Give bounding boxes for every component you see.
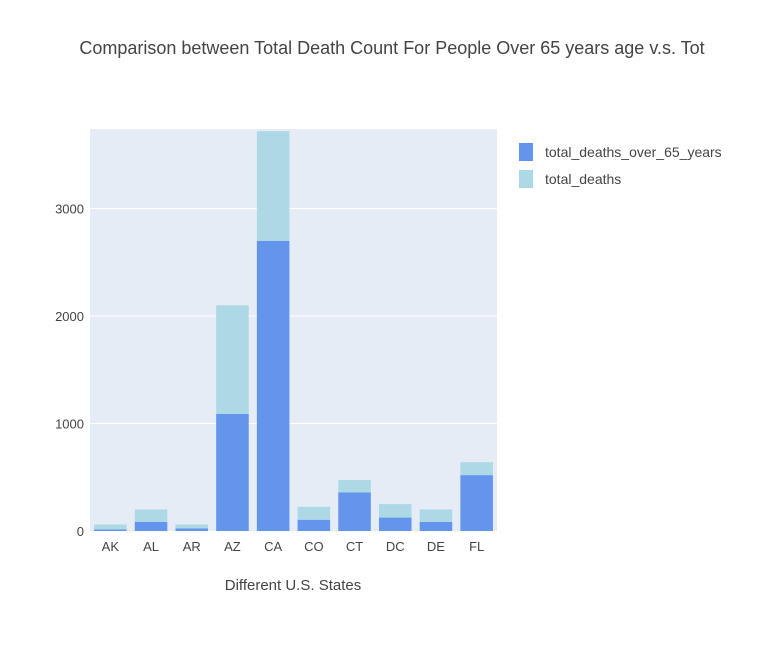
x-tick-label: AK [102,539,120,554]
bar-total_deaths-AZ[interactable] [216,305,249,414]
bar-total_deaths_over_65_years-FL[interactable] [460,475,493,531]
bar-total_deaths_over_65_years-AZ[interactable] [216,413,249,531]
bar-total_deaths-DC[interactable] [378,504,412,518]
bar-total_deaths_over_65_years-AR[interactable] [175,528,209,531]
bar-total_deaths-AK[interactable] [94,524,127,530]
legend-label[interactable]: total_deaths_over_65_years [545,144,722,160]
chart-title: Comparison between Total Death Count For… [79,38,704,58]
x-tick-label: AL [143,539,159,554]
bar-total_deaths-CA[interactable] [256,131,290,241]
x-axis-title: Different U.S. States [225,577,361,594]
legend-swatch[interactable] [519,143,533,161]
y-tick-label: 3000 [55,202,84,217]
bar-total_deaths-AR[interactable] [175,524,209,529]
y-tick-label: 1000 [55,417,84,432]
x-tick-label: CT [346,539,363,554]
legend-swatch[interactable] [519,170,533,188]
bar-total_deaths-CO[interactable] [297,506,331,520]
x-tick-label: FL [469,539,484,554]
bar-total_deaths_over_65_years-CA[interactable] [256,240,290,531]
x-tick-label: DE [427,539,445,554]
legend[interactable]: total_deaths_over_65_years total_deaths [519,143,722,188]
bar-total_deaths_over_65_years-CO[interactable] [297,519,331,531]
y-tick-label: 0 [77,524,84,539]
x-tick-label: AR [183,539,201,554]
bar-total_deaths_over_65_years-DC[interactable] [378,517,412,531]
y-tick-label: 2000 [55,309,84,324]
bar-total_deaths-CT[interactable] [338,479,371,493]
y-axis-ticks: 0 1000 2000 3000 [55,202,84,539]
gridlines [90,208,497,425]
bar-total_deaths-DE[interactable] [419,509,453,522]
bar-total_deaths_over_65_years-AK[interactable] [94,529,127,531]
bar-total_deaths-FL[interactable] [460,462,493,476]
legend-label[interactable]: total_deaths [545,171,621,187]
bar-total_deaths_over_65_years-CT[interactable] [338,492,371,531]
x-tick-label: CA [264,539,282,554]
bar-total_deaths_over_65_years-DE[interactable] [419,521,453,531]
plot-area [90,129,497,531]
x-axis-ticks: AK AL AR AZ CA CO CT DC DE FL [102,539,485,554]
x-tick-label: AZ [224,539,241,554]
bar-total_deaths_over_65_years-AL[interactable] [134,521,168,531]
bars [94,131,493,531]
x-tick-label: DC [386,539,405,554]
x-tick-label: CO [304,539,324,554]
bar-total_deaths-AL[interactable] [134,509,168,522]
